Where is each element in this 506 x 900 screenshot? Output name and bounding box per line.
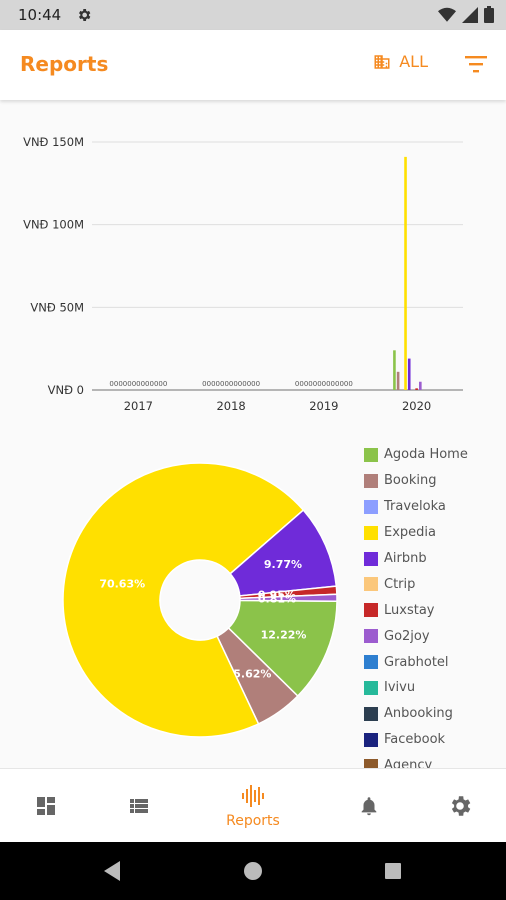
legend-label: Go2joy xyxy=(384,628,430,644)
pie-slice-label: 70.63% xyxy=(99,578,145,591)
legend-item: Ctrip xyxy=(364,571,506,597)
legend-swatch xyxy=(364,758,378,768)
legend-item: Airbnb xyxy=(364,546,506,572)
bar xyxy=(393,350,396,390)
system-navigation-bar xyxy=(0,842,506,900)
pie-slice-label: 5.62% xyxy=(233,668,271,681)
x-tick-label: 2017 xyxy=(124,399,153,413)
legend-swatch xyxy=(364,706,378,721)
reports-waveform-icon xyxy=(242,785,264,807)
legend-swatch xyxy=(364,655,378,670)
status-time: 10:44 xyxy=(18,6,62,24)
y-tick-label: VNĐ 0 xyxy=(48,383,84,397)
legend-item: Ivivu xyxy=(364,675,506,701)
legend-swatch xyxy=(364,473,378,488)
legend-swatch xyxy=(364,551,378,566)
wifi-icon xyxy=(438,7,456,22)
y-tick-label: VNĐ 100M xyxy=(23,218,84,232)
back-icon[interactable] xyxy=(102,860,122,882)
pie-slice-label: 12.22% xyxy=(261,629,307,642)
bar xyxy=(415,388,418,390)
legend-item: Agency xyxy=(364,753,506,768)
settings-status-icon xyxy=(76,7,92,27)
x-tick-label: 2019 xyxy=(309,399,338,413)
scope-label: ALL xyxy=(399,52,428,71)
legend-label: Booking xyxy=(384,473,437,489)
signal-icon xyxy=(462,6,478,23)
zero-value-labels: 0000000000000 xyxy=(109,380,167,388)
status-indicators xyxy=(438,6,494,23)
pie-slice-label: 9.77% xyxy=(264,558,302,571)
channel-legend: Agoda Home Booking Traveloka Expedia Airbnb C… xyxy=(364,442,506,768)
nav-notifications[interactable] xyxy=(329,769,409,843)
pie-slice-label: 0.81% xyxy=(258,593,296,606)
page-title: Reports xyxy=(20,52,109,76)
legend-label: Expedia xyxy=(384,525,436,541)
legend-label: Airbnb xyxy=(384,551,427,566)
legend-item: Expedia xyxy=(364,520,506,546)
legend-item: Traveloka xyxy=(364,494,506,520)
bell-icon xyxy=(361,797,377,816)
pie-slice xyxy=(227,599,338,698)
nav-list[interactable] xyxy=(99,769,179,843)
property-scope-button[interactable]: ALL xyxy=(373,52,428,71)
zero-value-labels: 0000000000000 xyxy=(202,380,260,388)
legend-swatch xyxy=(364,447,378,462)
list-icon xyxy=(130,799,148,813)
legend-item: Agoda Home xyxy=(364,442,506,468)
filter-icon xyxy=(465,56,487,73)
nav-reports[interactable]: Reports xyxy=(213,769,293,843)
bottom-navigation: Reports xyxy=(0,768,506,842)
legend-label: Ivivu xyxy=(384,680,416,696)
legend-swatch xyxy=(364,629,378,644)
legend-item: Go2joy xyxy=(364,623,506,649)
legend-item: Luxstay xyxy=(364,597,506,623)
battery-icon xyxy=(484,6,494,23)
legend-swatch xyxy=(364,525,378,540)
legend-swatch xyxy=(364,680,378,695)
dashboard-icon xyxy=(37,797,55,815)
legend-item: Facebook xyxy=(364,727,506,753)
y-tick-label: VNĐ 50M xyxy=(30,300,84,314)
legend-label: Agoda Home xyxy=(384,447,468,463)
pie-slice xyxy=(62,462,305,738)
bar xyxy=(404,156,407,390)
gear-icon xyxy=(451,796,471,816)
x-tick-label: 2018 xyxy=(216,399,245,413)
nav-dashboard[interactable] xyxy=(6,769,86,843)
legend-swatch xyxy=(364,732,378,747)
bar xyxy=(396,371,400,390)
legend-item: Anbooking xyxy=(364,701,506,727)
legend-label: Anbooking xyxy=(384,706,453,722)
legend-label: Grabhotel xyxy=(384,654,449,670)
bar xyxy=(407,358,411,390)
zero-value-labels: 0000000000000 xyxy=(295,380,353,388)
status-bar: 10:44 xyxy=(0,0,506,30)
legend-swatch xyxy=(364,603,378,618)
filter-button[interactable] xyxy=(464,54,488,78)
legend-swatch xyxy=(364,577,378,592)
bar xyxy=(419,381,422,390)
legend-label: Agency xyxy=(384,758,433,768)
home-icon[interactable] xyxy=(243,861,263,881)
pie-slice xyxy=(239,593,338,602)
nav-settings[interactable] xyxy=(420,769,500,843)
recents-icon[interactable] xyxy=(384,862,402,880)
legend-label: Ctrip xyxy=(384,576,416,592)
nav-reports-label: Reports xyxy=(226,813,280,829)
legend-item: Grabhotel xyxy=(364,649,506,675)
yearly-revenue-bar-chart: VNĐ 0 VNĐ 50M VNĐ 100M VNĐ 150M 2017 00000000… xyxy=(23,135,463,413)
legend-label: Facebook xyxy=(384,732,446,748)
legend-label: Traveloka xyxy=(384,499,446,515)
legend-swatch xyxy=(364,499,378,514)
x-tick-label: 2020 xyxy=(402,399,431,413)
channel-share-pie-chart: 12.22%5.62%70.63%9.77%0.95%0.81% xyxy=(62,462,338,738)
building-icon xyxy=(374,54,390,69)
legend-item: Booking xyxy=(364,468,506,494)
app-bar: Reports ALL xyxy=(0,30,506,100)
y-tick-label: VNĐ 150M xyxy=(23,135,84,149)
legend-label: Luxstay xyxy=(384,602,435,618)
